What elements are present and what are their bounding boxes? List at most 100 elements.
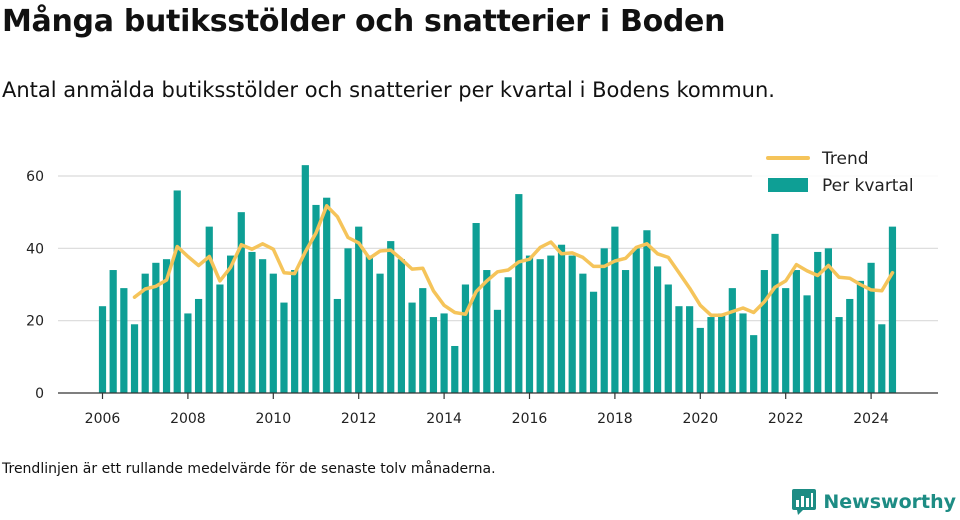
bar-41 (536, 259, 544, 393)
brand-name: Newsworthy (823, 491, 956, 513)
x-tick-label-2022: 2022 (768, 411, 804, 427)
bar-16 (269, 273, 277, 393)
bar-66 (803, 295, 811, 393)
bar-10 (205, 226, 213, 393)
bar-6 (162, 259, 171, 393)
bar-63 (771, 233, 779, 393)
bar-49 (621, 270, 630, 393)
bar-2 (120, 288, 128, 393)
chart-subtitle: Antal anmälda butiksstölder och snatteri… (2, 78, 775, 102)
x-tick-label-2006: 2006 (85, 411, 121, 427)
bar-24 (355, 226, 363, 393)
bar-9 (194, 298, 203, 393)
bar-27 (387, 241, 395, 393)
bar-69 (835, 317, 843, 393)
footnote: Trendlinjen är ett rullande medelvärde f… (2, 461, 496, 477)
bar-33 (451, 345, 459, 393)
bar-39 (515, 194, 523, 393)
bar-34 (461, 284, 470, 393)
bar-12 (227, 255, 235, 393)
bar-5 (152, 262, 160, 393)
bar-62 (760, 270, 768, 393)
bar-25 (365, 255, 373, 393)
bar-60 (739, 313, 747, 393)
bar-74 (888, 226, 897, 393)
bar-22 (333, 298, 341, 393)
bar-3 (130, 324, 139, 393)
bar-72 (867, 262, 875, 393)
legend-label-per-kvartal: Per kvartal (822, 176, 914, 196)
x-tick-label-2020: 2020 (682, 411, 718, 427)
bar-48 (611, 226, 619, 393)
bar-57 (707, 317, 715, 393)
bar-56 (696, 327, 704, 393)
y-tick-label-40: 40 (26, 241, 44, 257)
y-tick-label-60: 60 (26, 169, 44, 185)
brand: Newsworthy (791, 488, 956, 516)
bar-14 (248, 251, 256, 393)
bar-47 (600, 248, 608, 393)
x-tick-label-2016: 2016 (512, 411, 548, 427)
bar-43 (557, 244, 566, 393)
bar-68 (824, 248, 832, 393)
bar-53 (664, 284, 672, 393)
y-axis-ticks: 0 20 40 60 (26, 169, 44, 402)
bar-70 (846, 298, 854, 393)
bar-32 (440, 313, 448, 393)
chart-svg: 2006 2008 2010 2012 2014 2016 2018 2020 2022 2024… (26, 149, 938, 427)
bar-46 (589, 291, 598, 393)
bar-13 (237, 212, 245, 393)
bar-0 (98, 306, 107, 393)
bar-15 (259, 259, 267, 393)
legend: Trend Per kvartal (752, 149, 938, 208)
bar-52 (654, 266, 662, 393)
bar-30 (419, 288, 427, 393)
bar-20 (312, 204, 320, 393)
bar-26 (376, 273, 384, 393)
x-axis-ticks: 2006 2008 2010 2012 2014 2016 2018 2020 2022 2024 (85, 393, 889, 427)
x-tick-label-2008: 2008 (170, 411, 206, 427)
bar-51 (643, 230, 651, 393)
bar-58 (718, 313, 726, 393)
legend-bar-swatch (768, 178, 808, 192)
bar-40 (525, 255, 534, 393)
bar-37 (493, 309, 502, 393)
bar-45 (579, 273, 587, 393)
bar-50 (632, 248, 640, 393)
bar-54 (675, 306, 683, 393)
bar-35 (472, 223, 480, 393)
bar-44 (568, 255, 576, 393)
y-tick-label-20: 20 (26, 314, 44, 330)
bar-7 (173, 190, 181, 393)
bar-67 (814, 251, 822, 393)
x-tick-label-2014: 2014 (426, 411, 462, 427)
bar-21 (323, 197, 331, 393)
trend-line (132, 204, 895, 317)
bar-73 (878, 324, 886, 393)
bar-31 (429, 317, 438, 393)
bar-23 (344, 248, 352, 393)
bar-8 (184, 313, 192, 393)
x-tick-label-2024: 2024 (853, 411, 889, 427)
newsworthy-logo-icon (792, 489, 817, 515)
bar-42 (547, 255, 555, 393)
y-tick-label-0: 0 (35, 386, 44, 402)
bar-71 (856, 280, 865, 393)
bar-55 (686, 306, 694, 393)
bar-38 (504, 277, 512, 393)
bar-11 (216, 284, 224, 393)
bar-18 (291, 270, 299, 393)
legend-label-trend: Trend (821, 149, 869, 169)
x-tick-label-2010: 2010 (255, 411, 291, 427)
bar-series-per-kvartal (98, 165, 897, 393)
bar-59 (728, 288, 736, 393)
chart-title: Många butiksstölder och snatterier i Bod… (2, 4, 726, 39)
x-tick-label-2018: 2018 (597, 411, 633, 427)
bar-65 (792, 270, 800, 393)
bar-17 (280, 302, 288, 393)
bar-36 (483, 270, 491, 393)
bar-4 (141, 273, 149, 393)
bar-61 (750, 335, 758, 393)
bar-19 (301, 165, 309, 393)
x-tick-label-2012: 2012 (341, 411, 377, 427)
